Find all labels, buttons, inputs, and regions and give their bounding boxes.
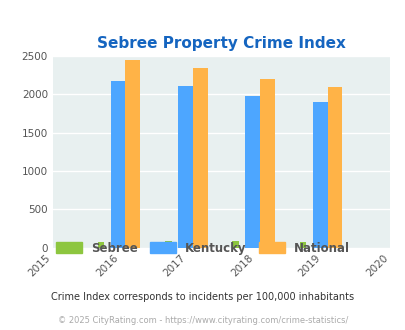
Legend: Sebree, Kentucky, National: Sebree, Kentucky, National [52,238,353,258]
Bar [245,96,260,248]
Bar [177,85,192,248]
Bar [97,242,104,248]
Bar [327,87,341,248]
Text: © 2025 CityRating.com - https://www.cityrating.com/crime-statistics/: © 2025 CityRating.com - https://www.city… [58,315,347,325]
Bar [260,79,274,248]
Bar [110,81,125,248]
Bar [299,242,306,248]
Bar [232,241,239,248]
Bar [164,241,171,248]
Text: Crime Index corresponds to incidents per 100,000 inhabitants: Crime Index corresponds to incidents per… [51,292,354,302]
Bar [125,60,140,248]
Bar [192,68,207,248]
Bar [312,102,327,248]
Title: Sebree Property Crime Index: Sebree Property Crime Index [97,36,345,51]
